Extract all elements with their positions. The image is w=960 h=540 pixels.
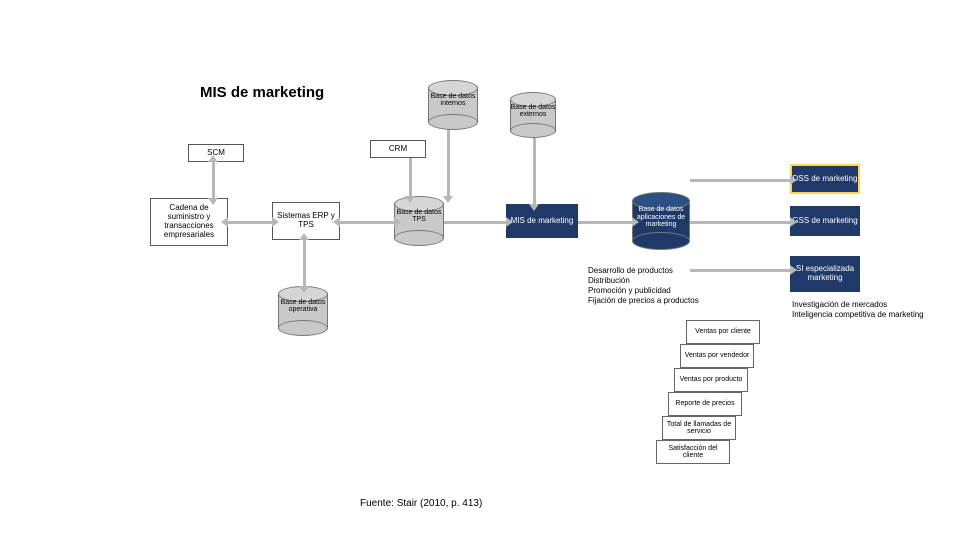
bullets-list: Desarrollo de productosDistribuciónPromo… — [588, 266, 699, 306]
db-operativa: Base de datos operativa — [278, 286, 328, 336]
db-internos: Base de datos internos — [428, 80, 478, 130]
node-mis: MIS de marketing — [506, 204, 578, 238]
diagram-title: MIS de marketing — [200, 84, 324, 101]
right-notes: Investigación de mercadosInteligencia co… — [792, 300, 924, 320]
db-externos: Base de datos externos — [510, 92, 556, 138]
report-doc: Satisfacción del cliente — [656, 440, 730, 464]
note-item: Inteligencia competitiva de marketing — [792, 310, 924, 320]
node-cadena: Cadena de suministro y transacciones emp… — [150, 198, 228, 246]
report-doc: Ventas por vendedor — [680, 344, 754, 368]
db-apps: Base de datos aplicaciones de marketing — [632, 192, 690, 250]
node-crm: CRM — [370, 140, 426, 158]
db-tps: Base de datos TPS — [394, 196, 444, 246]
report-doc: Ventas por cliente — [686, 320, 760, 344]
bullet-item: Distribución — [588, 276, 699, 286]
node-dss: DSS de marketing — [790, 164, 860, 194]
report-doc: Reporte de precios — [668, 392, 742, 416]
source-line: Fuente: Stair (2010, p. 413) — [360, 498, 482, 511]
node-gss: GSS de marketing — [790, 206, 860, 236]
bullet-item: Promoción y publicidad — [588, 286, 699, 296]
bullet-item: Fijación de precios a productos — [588, 296, 699, 306]
report-doc: Total de llamadas de servicio — [662, 416, 736, 440]
bullet-item: Desarrollo de productos — [588, 266, 699, 276]
node-si: SI especializada marketing — [790, 256, 860, 292]
report-doc: Ventas por producto — [674, 368, 748, 392]
note-item: Investigación de mercados — [792, 300, 924, 310]
diagram-root: { "type": "flowchart", "title": { "text"… — [0, 0, 960, 540]
